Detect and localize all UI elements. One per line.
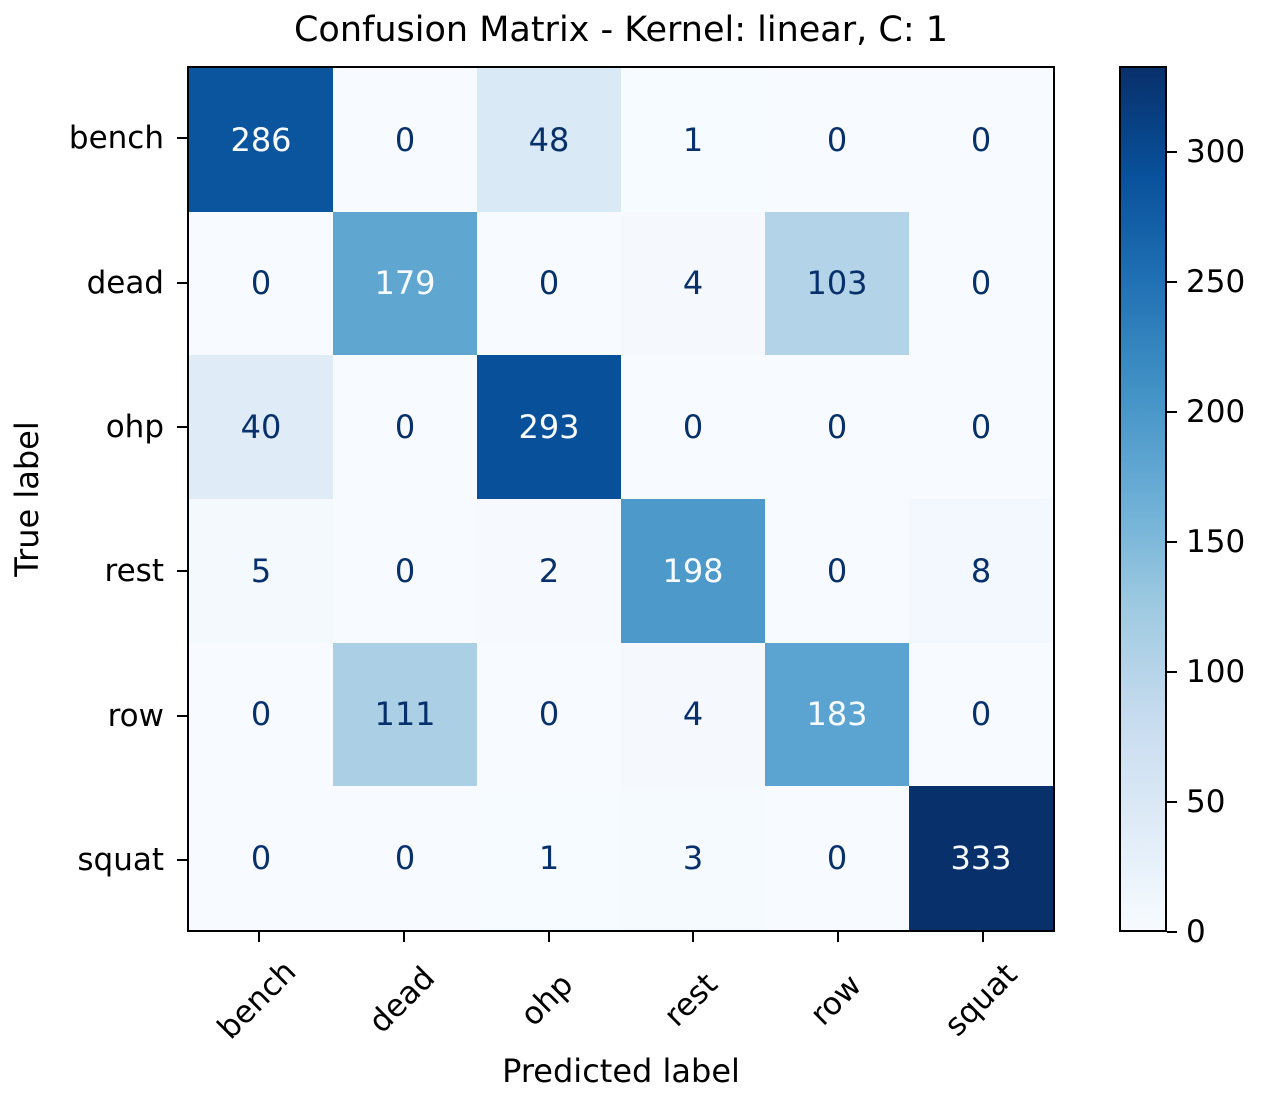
y-tick-mark xyxy=(177,714,187,717)
matrix-cell: 0 xyxy=(477,642,621,787)
y-tick-label: row xyxy=(107,697,164,734)
chart-title: Confusion Matrix - Kernel: linear, C: 1 xyxy=(293,10,949,50)
matrix-cell: 0 xyxy=(189,642,333,787)
matrix-cell: 0 xyxy=(765,786,909,930)
colorbar xyxy=(1119,66,1167,932)
matrix-cell: 183 xyxy=(765,642,909,787)
colorbar-tick-label: 50 xyxy=(1186,783,1226,820)
matrix-cell: 3 xyxy=(621,786,765,930)
matrix-cell: 179 xyxy=(333,211,477,356)
matrix-cell: 1 xyxy=(621,68,765,212)
matrix-cell: 8 xyxy=(909,499,1053,643)
matrix-cell: 293 xyxy=(477,355,621,499)
matrix-cell: 103 xyxy=(765,211,909,356)
colorbar-tick-label: 100 xyxy=(1186,653,1246,690)
matrix-cell: 0 xyxy=(765,355,909,499)
x-axis-label: Predicted label xyxy=(502,1052,740,1090)
x-tick-mark xyxy=(403,932,405,942)
x-tick-mark xyxy=(981,932,984,942)
matrix-grid: 286 0 48 1 0 0 0 179 0 4 103 0 40 0 293 0 0 0 5 0 2 198 0 8 0 111… xyxy=(189,68,1053,930)
matrix-cell: 4 xyxy=(621,211,765,356)
y-tick-label: rest xyxy=(104,553,164,590)
matrix-cell: 48 xyxy=(477,68,621,212)
y-tick-mark xyxy=(177,570,187,573)
x-tick-label: row xyxy=(803,967,869,1033)
matrix-cell: 0 xyxy=(909,68,1053,212)
matrix-cell: 0 xyxy=(909,355,1053,499)
matrix-cell: 0 xyxy=(189,211,333,356)
matrix-cell: 0 xyxy=(909,642,1053,787)
colorbar-tick-mark xyxy=(1167,280,1177,283)
x-tick-mark xyxy=(837,932,839,942)
x-tick-mark xyxy=(692,932,695,942)
matrix-cell: 40 xyxy=(189,355,333,499)
colorbar-tick-label: 200 xyxy=(1186,393,1246,430)
x-tick-label: dead xyxy=(361,959,443,1041)
heatmap-plot-area: 286 0 48 1 0 0 0 179 0 4 103 0 40 0 293 0 0 0 5 0 2 198 0 8 0 111… xyxy=(187,66,1055,932)
matrix-cell: 198 xyxy=(621,499,765,643)
y-tick-label: dead xyxy=(86,264,164,301)
y-tick-mark xyxy=(177,425,187,428)
x-tick-mark xyxy=(547,932,550,942)
y-tick-label: squat xyxy=(77,841,164,878)
matrix-cell: 333 xyxy=(909,786,1053,930)
matrix-cell: 5 xyxy=(189,499,333,643)
matrix-cell: 0 xyxy=(765,499,909,643)
colorbar-tick-mark xyxy=(1167,150,1177,153)
colorbar-tick-label: 250 xyxy=(1186,263,1246,300)
y-tick-label: ohp xyxy=(105,408,164,445)
x-tick-mark xyxy=(258,932,261,942)
matrix-cell: 0 xyxy=(333,68,477,212)
matrix-cell: 0 xyxy=(765,68,909,212)
colorbar-tick-mark xyxy=(1167,540,1177,543)
colorbar-tick-mark xyxy=(1167,670,1177,673)
matrix-cell: 4 xyxy=(621,642,765,787)
matrix-cell: 0 xyxy=(477,211,621,356)
y-tick-mark xyxy=(177,137,187,140)
x-tick-label: ohp xyxy=(513,966,580,1034)
colorbar-tick-mark xyxy=(1167,800,1177,803)
matrix-cell: 286 xyxy=(189,68,333,212)
matrix-cell: 0 xyxy=(333,499,477,643)
matrix-cell: 0 xyxy=(189,786,333,930)
matrix-cell: 1 xyxy=(477,786,621,930)
colorbar-tick-label: 300 xyxy=(1186,133,1246,170)
y-tick-label: bench xyxy=(68,120,164,157)
colorbar-tick-label: 150 xyxy=(1186,523,1246,560)
matrix-cell: 0 xyxy=(333,786,477,930)
matrix-cell: 0 xyxy=(333,355,477,499)
matrix-cell: 0 xyxy=(909,211,1053,356)
matrix-cell: 2 xyxy=(477,499,621,643)
x-tick-label: squat xyxy=(937,956,1025,1044)
y-tick-mark xyxy=(177,281,187,284)
colorbar-gradient xyxy=(1121,68,1165,930)
y-tick-mark xyxy=(177,858,187,861)
x-tick-label: rest xyxy=(657,966,726,1034)
x-tick-label: bench xyxy=(210,953,304,1047)
colorbar-tick-label: 0 xyxy=(1186,914,1206,950)
matrix-cell: 0 xyxy=(621,355,765,499)
matrix-cell: 111 xyxy=(333,642,477,787)
colorbar-tick-mark xyxy=(1167,410,1177,413)
colorbar-tick-mark xyxy=(1167,931,1177,933)
